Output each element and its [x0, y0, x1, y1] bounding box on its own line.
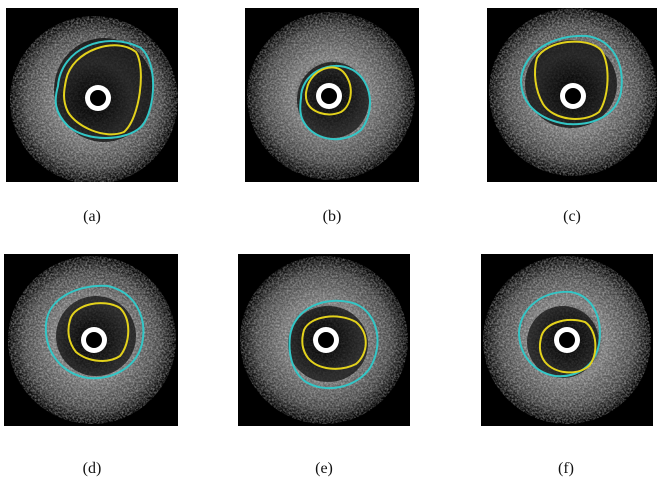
- ivus-panel-a: [6, 8, 178, 182]
- ivus-image-c: [489, 8, 657, 176]
- outer-contour: [54, 40, 155, 139]
- inner-contour: [301, 315, 367, 370]
- ivus-panel-b: [245, 8, 419, 182]
- caption-c: (c): [563, 208, 581, 225]
- outer-contour: [44, 284, 145, 380]
- inner-contour: [538, 319, 597, 374]
- inner-contour: [534, 40, 609, 120]
- outer-contour: [517, 290, 601, 378]
- inner-contour: [304, 66, 352, 116]
- ivus-image-b: [247, 12, 415, 180]
- caption-e: (e): [315, 460, 333, 477]
- inner-contour: [67, 302, 130, 362]
- outer-contour: [288, 299, 379, 390]
- ivus-image-f: [483, 256, 651, 424]
- ivus-panel-f: [481, 254, 653, 426]
- ivus-image-a: [10, 16, 178, 182]
- inner-contour: [63, 44, 142, 136]
- outer-contour: [519, 34, 623, 126]
- caption-a: (a): [83, 208, 101, 225]
- ivus-image-d: [8, 256, 176, 424]
- caption-b: (b): [322, 208, 342, 225]
- ivus-panel-c: [487, 8, 657, 182]
- ivus-panel-d: [4, 254, 178, 426]
- ivus-image-e: [240, 256, 408, 424]
- ivus-panel-e: [238, 254, 410, 426]
- caption-d: (d): [82, 460, 102, 477]
- caption-f: (f): [558, 460, 574, 477]
